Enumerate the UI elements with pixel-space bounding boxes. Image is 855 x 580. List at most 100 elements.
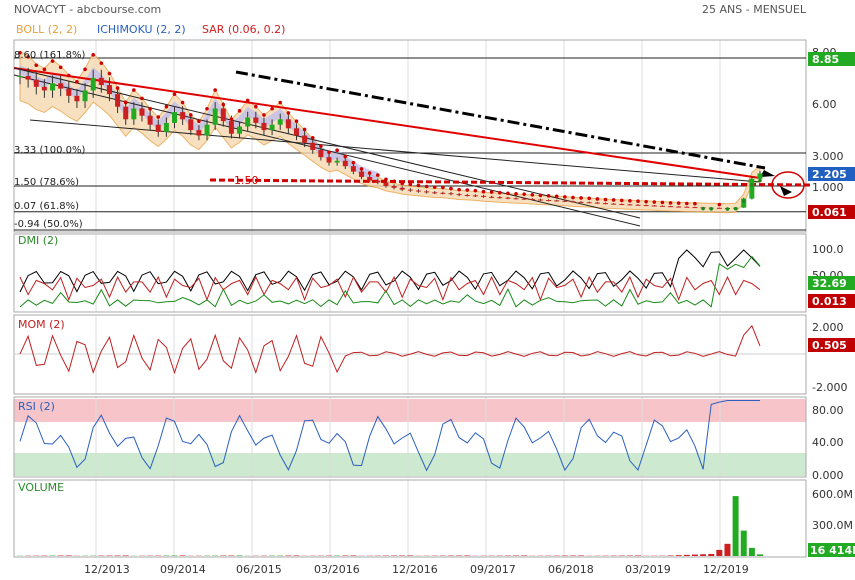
volume-bar <box>635 555 642 556</box>
volume-bar <box>65 555 72 556</box>
candle-body <box>757 173 763 179</box>
candle-body <box>749 178 755 199</box>
support-highlight <box>771 171 805 199</box>
candle-body <box>33 79 39 87</box>
candle-body <box>237 126 243 134</box>
candle-body <box>245 117 251 127</box>
panel-frame <box>13 39 807 233</box>
candle-body <box>123 106 129 120</box>
sar-point <box>741 199 746 204</box>
candle-body <box>155 124 161 132</box>
sar-point <box>262 113 266 117</box>
candle-body <box>651 205 657 207</box>
sar-point <box>107 71 112 76</box>
panel-frame <box>13 479 807 558</box>
legend-ichimoku: ICHIMOKU (2, 2) <box>97 23 186 36</box>
sar-point <box>522 192 526 196</box>
candle-body <box>302 135 308 143</box>
candle-body <box>188 119 194 131</box>
volume-bar <box>708 553 715 556</box>
support-label: 1.50 <box>234 174 259 187</box>
candle-body <box>546 200 552 202</box>
candle-body <box>293 128 299 136</box>
volume-bar <box>464 555 471 556</box>
sar-point <box>685 201 689 206</box>
sar-point <box>408 182 413 187</box>
sar-point <box>554 194 559 199</box>
candle-body <box>310 142 316 150</box>
sar-point <box>75 79 79 84</box>
sar-point <box>441 185 445 190</box>
tick-main-3: 3.000 <box>812 150 844 163</box>
candle-body <box>139 108 145 116</box>
legend-boll: BOLL (2, 2) <box>16 23 77 36</box>
sar-point <box>148 106 152 111</box>
candle-body <box>228 121 234 134</box>
fib-label-61: 0.07 (61.8%) <box>14 201 79 212</box>
fib-label-161: 8.60 (161.8%) <box>14 50 85 61</box>
dmi-title: DMI (2) <box>18 234 58 247</box>
ichimoku-cloud <box>20 65 378 181</box>
sar-point <box>66 73 71 78</box>
panel-frame <box>13 233 807 313</box>
sar-point <box>571 195 575 200</box>
sar-point <box>172 92 177 97</box>
dmi-plus-line <box>19 255 761 308</box>
tick-mom-m2: -2.000 <box>812 381 847 394</box>
sar-point <box>668 201 673 205</box>
candle-body <box>58 83 64 89</box>
candle-body <box>17 76 23 78</box>
candle-body <box>537 199 543 201</box>
candle-body <box>147 115 153 125</box>
candle-body <box>497 197 503 199</box>
candle-body <box>741 198 747 208</box>
candle-body <box>529 198 535 200</box>
sar-point <box>424 184 429 189</box>
sar-point <box>538 193 543 198</box>
x-label: 03/2016 <box>314 563 360 576</box>
sar-point <box>270 106 274 111</box>
sar-point <box>359 167 364 171</box>
candle-body <box>98 77 104 86</box>
sar-point <box>18 50 22 55</box>
trendline-b <box>29 119 761 183</box>
sar-point <box>278 100 283 105</box>
candle-body <box>367 176 373 181</box>
value-badges: 8.85 2.205 0.061 32.69 0.013 0.505 16 41… <box>808 52 855 557</box>
candle-body <box>594 202 600 204</box>
candle-body <box>692 207 698 209</box>
sar-point <box>367 171 372 175</box>
sar-point <box>83 67 87 72</box>
candle-body <box>472 195 478 197</box>
candle-body <box>505 197 511 199</box>
volume-bar <box>350 555 357 556</box>
candle-body <box>676 206 682 208</box>
support-line <box>209 178 811 187</box>
sar-point <box>351 160 356 165</box>
candle-body <box>50 83 56 91</box>
candle-body <box>269 124 275 131</box>
candle-body <box>684 206 690 208</box>
sar-point <box>245 98 250 103</box>
x-label: 12/2016 <box>392 563 438 576</box>
candle-body <box>375 180 381 183</box>
panel-frame <box>13 396 807 478</box>
sar-point <box>733 206 738 211</box>
x-axis-labels: 12/2013 09/2014 06/2015 03/2016 12/2016 … <box>84 563 749 576</box>
sar-point <box>213 88 217 92</box>
volume-bar <box>179 555 186 556</box>
mom-line <box>19 324 761 375</box>
sar-point <box>636 199 640 204</box>
candle-body <box>521 198 527 200</box>
volume-bar <box>407 555 414 556</box>
x-label: 03/2019 <box>625 563 671 576</box>
volume-bar <box>122 555 129 556</box>
candle-body <box>643 205 649 207</box>
candle-body <box>106 85 112 95</box>
sar-point <box>302 127 307 132</box>
sar-point <box>644 199 648 204</box>
sar-point <box>343 154 348 159</box>
tick-mom-2: 2.000 <box>812 321 844 334</box>
sar-point <box>603 197 608 202</box>
